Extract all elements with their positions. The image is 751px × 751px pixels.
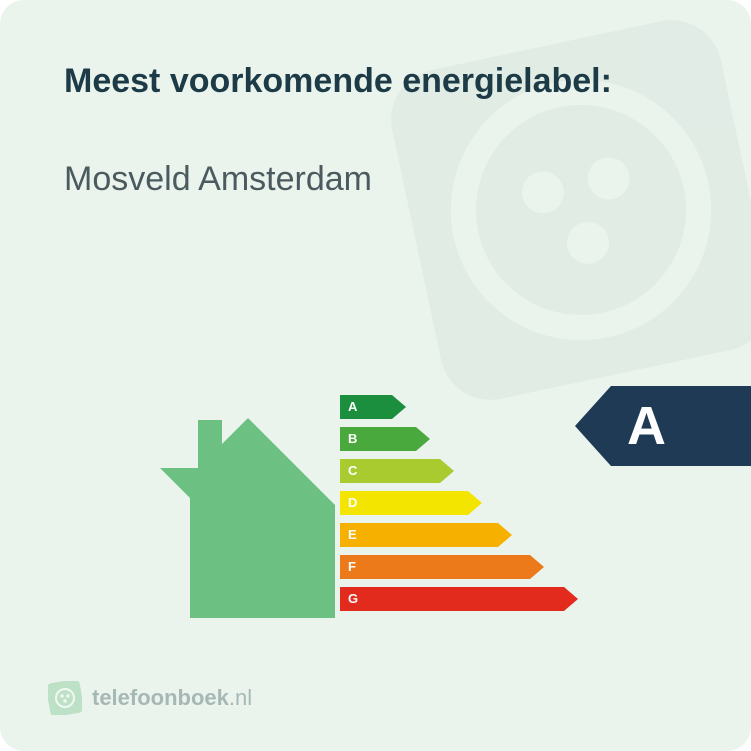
bar-arrow <box>416 427 430 451</box>
bar-label: C <box>348 463 357 478</box>
bar-body <box>340 523 498 547</box>
footer-brand-bold: telefoonboek <box>92 685 229 710</box>
bar-arrow <box>392 395 406 419</box>
bar-label: G <box>348 591 358 606</box>
energy-chart: A B C D E F G <box>160 390 590 620</box>
bar-arrow <box>564 587 578 611</box>
footer: telefoonboek.nl <box>48 681 252 715</box>
rating-arrow <box>575 386 611 466</box>
bar-label: F <box>348 559 356 574</box>
bar-label: A <box>348 399 357 414</box>
bar-label: E <box>348 527 357 542</box>
bar-body <box>340 587 564 611</box>
bar-arrow <box>530 555 544 579</box>
footer-brand-light: .nl <box>229 685 252 710</box>
bar-arrow <box>468 491 482 515</box>
bar-arrow <box>498 523 512 547</box>
card-subtitle: Mosveld Amsterdam <box>64 160 372 199</box>
rating-badge: A <box>575 386 751 466</box>
bar-arrow <box>440 459 454 483</box>
card-title: Meest voorkomende energielabel: <box>64 62 612 101</box>
rating-letter: A <box>627 395 666 457</box>
rating-body: A <box>611 386 751 466</box>
bar-body <box>340 491 468 515</box>
energy-label-card: Meest voorkomende energielabel: Mosveld … <box>0 0 751 751</box>
bar-label: B <box>348 431 357 446</box>
bar-body <box>340 555 530 579</box>
bar-label: D <box>348 495 357 510</box>
footer-logo-icon <box>48 681 82 715</box>
footer-brand: telefoonboek.nl <box>92 685 252 711</box>
house-icon <box>160 390 335 618</box>
